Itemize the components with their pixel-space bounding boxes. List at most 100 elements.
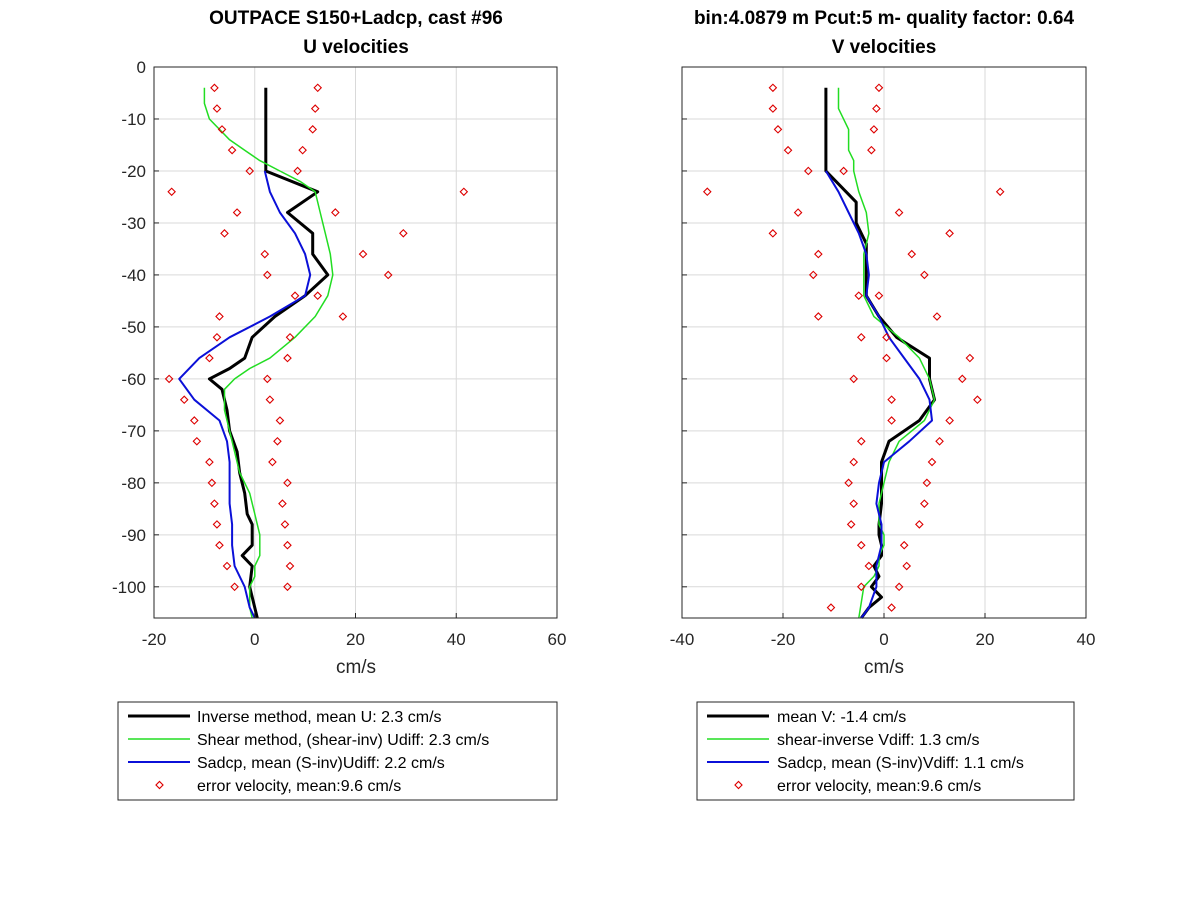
u-xtick-label: -20 [142, 630, 167, 649]
v-error-point [899, 540, 909, 550]
u-error-point [222, 561, 232, 571]
v-legend-shear-label: shear-inverse Vdiff: 1.3 cm/s [777, 732, 979, 749]
v-error-point [920, 270, 929, 280]
v-xtick-label: 40 [1077, 630, 1096, 649]
v-error-point [856, 540, 866, 550]
v-legend-error-swatch [734, 780, 743, 790]
v-error-point [808, 270, 818, 280]
u-error-point [285, 561, 295, 571]
v-error-point [973, 395, 982, 405]
u-error-point [338, 312, 348, 321]
u-xtick-label: 40 [447, 630, 466, 649]
right-title-line1: bin:4.0879 m Pcut:5 m- quality factor: 0… [694, 8, 1075, 29]
v-legend-error-label: error velocity, mean:9.6 cm/s [777, 778, 981, 795]
v-error-point [872, 104, 881, 113]
u-error-point [263, 270, 272, 280]
v-error-point [874, 83, 884, 93]
u-error-point [215, 312, 224, 321]
v-error-point [783, 145, 793, 155]
v-error-point [887, 395, 896, 404]
u-error-point [215, 540, 224, 550]
v-error-point [894, 582, 904, 592]
u-xaxis-label: cm/s [336, 657, 376, 678]
v-legend-box [696, 701, 1075, 801]
u-error-point [260, 249, 270, 259]
u-error-point [190, 416, 199, 425]
v-legend-sadcp-label: Sadcp, mean (S-inv)Vdiff: 1.1 cm/s [777, 755, 1024, 772]
v-error-point [856, 436, 866, 446]
u-error-point [283, 540, 292, 550]
v-error-point [894, 208, 904, 217]
v-error-point [882, 333, 891, 342]
u-error-point [245, 166, 255, 176]
u-error-point [212, 332, 222, 342]
u-error-point [205, 353, 214, 363]
u-error-point [298, 145, 307, 155]
u-error-point [358, 249, 368, 259]
u-error-point [313, 83, 323, 93]
v-error-point [856, 332, 866, 342]
u-ytick-label: -70 [121, 422, 146, 441]
u-xtick-label: 0 [250, 630, 259, 649]
u-xtick-label: 20 [346, 630, 365, 649]
u-error-point [313, 291, 323, 301]
u-legend-box [117, 701, 558, 801]
v-error-point [945, 229, 954, 238]
u-error-point [179, 395, 189, 405]
u-error-point [399, 228, 408, 238]
v-error-point [915, 520, 924, 529]
u-error-point [290, 291, 300, 301]
v-series-shear [837, 87, 936, 619]
v-error-point [927, 457, 937, 467]
v-error-point [773, 125, 783, 134]
u-error-point [232, 208, 242, 217]
right-title-line2: V velocities [832, 37, 937, 58]
u-error-point [283, 478, 292, 488]
u-series-shear [203, 87, 334, 619]
v-error-point [869, 125, 879, 134]
v-error-point [849, 499, 858, 508]
u-legend-sadcp-label: Sadcp, mean (S-inv)Udiff: 2.2 cm/s [197, 755, 445, 772]
u-error-point [210, 499, 219, 508]
u-xtick-label: 60 [548, 630, 567, 649]
v-error-point [854, 291, 864, 300]
u-error-point [167, 187, 176, 197]
v-error-point [844, 478, 853, 488]
v-series-sadcp [825, 170, 933, 619]
u-error-point [210, 83, 219, 93]
u-error-point [230, 582, 239, 592]
v-error-point [849, 374, 859, 384]
u-error-point [265, 395, 275, 404]
v-error-point [995, 187, 1005, 197]
u-error-point [273, 436, 282, 446]
v-velocity-plot: -40 -20 0 20 40 [670, 66, 1096, 649]
u-error-point [310, 104, 320, 113]
u-ytick-label: -30 [121, 214, 146, 233]
v-legend-inverse-label: mean V: -1.4 cm/s [777, 709, 906, 726]
v-xtick-label: -40 [670, 630, 695, 649]
u-legend: Inverse method, mean U: 2.3 cm/s Shear m… [117, 701, 558, 801]
u-error-point [280, 520, 290, 529]
v-error-point [932, 312, 942, 321]
v-error-point [839, 166, 848, 176]
v-error-point [957, 374, 967, 384]
v-error-point [768, 83, 778, 93]
v-error-point [867, 145, 876, 155]
v-error-point [887, 603, 896, 612]
u-ytick-label: -50 [121, 318, 146, 337]
u-ytick-label: -20 [121, 162, 146, 181]
u-error-point [293, 166, 302, 176]
u-error-point [220, 229, 229, 238]
u-velocity-plot: -20 0 20 40 60 0 -10 -20 -30 -40 -50 -60 -70 -80 -90 -1… [112, 58, 566, 649]
v-error-point [874, 291, 884, 300]
u-error-point [164, 374, 174, 384]
v-error-point [920, 499, 929, 508]
v-error-point [864, 561, 874, 571]
v-error-point [907, 249, 917, 259]
v-error-point [803, 166, 813, 176]
u-ytick-label: -60 [121, 370, 146, 389]
u-error-point [268, 457, 277, 467]
v-error-point [846, 520, 856, 529]
left-title-line2: U velocities [303, 37, 409, 58]
